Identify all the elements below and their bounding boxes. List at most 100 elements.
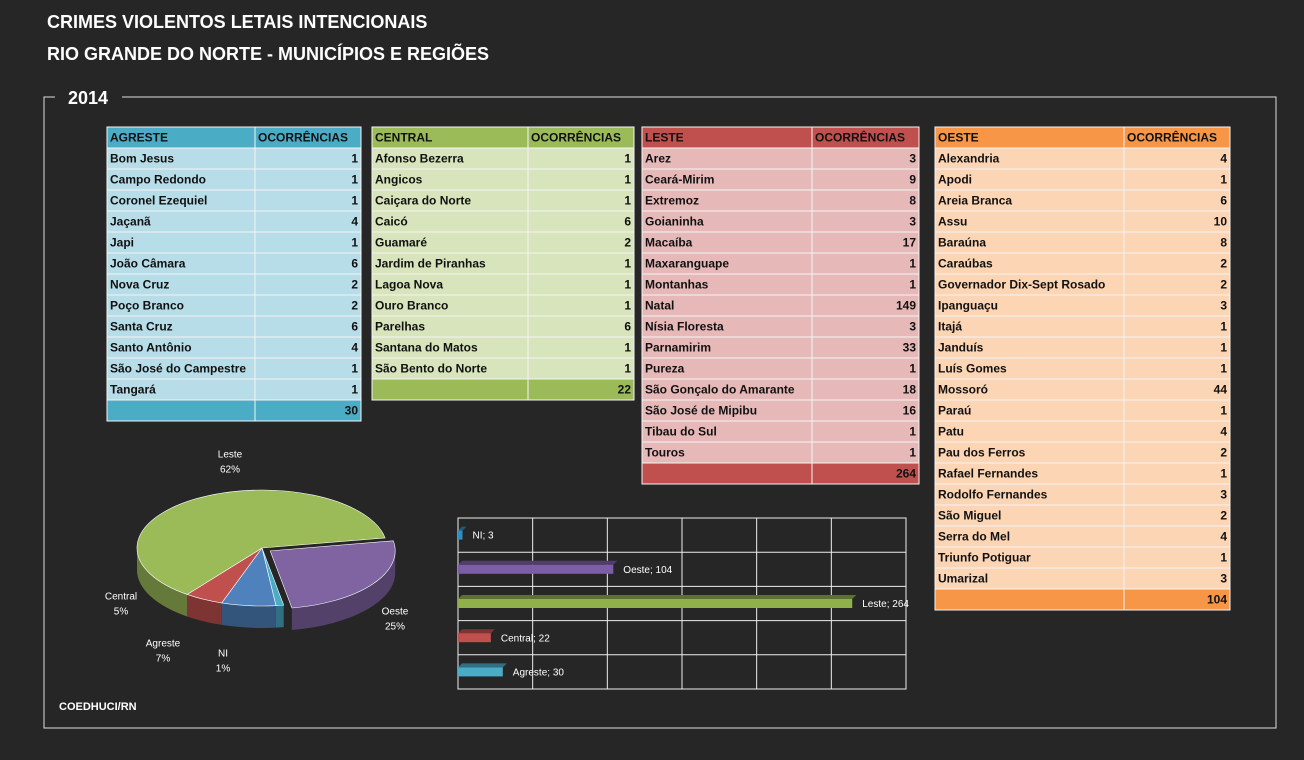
table-row-label: Caiçara do Norte bbox=[375, 194, 471, 208]
table-row-label: Lagoa Nova bbox=[375, 278, 443, 292]
table-row-cell bbox=[1123, 315, 1231, 338]
table-row-label: Macaíba bbox=[645, 236, 693, 250]
table-row-value: 1 bbox=[351, 236, 358, 250]
table-row-value: 8 bbox=[909, 194, 916, 208]
table-row-cell bbox=[811, 189, 920, 212]
header-value: OCORRÊNCIAS bbox=[1127, 130, 1217, 145]
table-row-value: 3 bbox=[909, 152, 916, 166]
table-row-label: Santana do Matos bbox=[375, 341, 478, 355]
table-row-cell bbox=[527, 231, 635, 254]
table-row-label: São Miguel bbox=[938, 509, 1001, 523]
table-row-cell bbox=[254, 168, 362, 191]
table-row-label: São José do Campestre bbox=[110, 362, 246, 376]
table-row-cell bbox=[254, 210, 362, 233]
table-row-cell bbox=[527, 168, 635, 191]
table-row-cell bbox=[1123, 504, 1231, 527]
table-row-cell bbox=[254, 294, 362, 317]
table-row-label: Caicó bbox=[375, 215, 408, 229]
table-row-label: Alexandria bbox=[938, 152, 1000, 166]
total-cell bbox=[641, 462, 813, 485]
frame bbox=[43, 96, 1277, 729]
pie-slice bbox=[136, 489, 386, 595]
bar-value-label: Oeste; 104 bbox=[623, 565, 672, 576]
table-row-cell bbox=[1123, 483, 1231, 506]
table-row-value: 2 bbox=[1220, 278, 1227, 292]
table-row-cell bbox=[1123, 525, 1231, 548]
table-row-label: Caraúbas bbox=[938, 257, 993, 271]
table-row-value: 1 bbox=[1220, 467, 1227, 481]
table-row-label: Parelhas bbox=[375, 320, 425, 334]
table-row-label: Santo Antônio bbox=[110, 341, 192, 355]
pie-slice-side bbox=[137, 548, 188, 617]
table-row-value: 1 bbox=[1220, 341, 1227, 355]
table-row-value: 1 bbox=[909, 425, 916, 439]
table-row-label: Triunfo Potiguar bbox=[938, 551, 1031, 565]
table-row-cell bbox=[1123, 147, 1231, 170]
table-row-value: 3 bbox=[1220, 299, 1227, 313]
bar-top bbox=[458, 595, 857, 599]
pie-slice-side bbox=[221, 602, 276, 628]
table-row-label: São José de Mipibu bbox=[645, 404, 757, 418]
table-row-label: Areia Branca bbox=[938, 194, 1012, 208]
table-row-cell bbox=[1123, 399, 1231, 422]
table-row-label: Campo Redondo bbox=[110, 173, 206, 187]
pie-slice-side bbox=[187, 594, 222, 625]
table-row-label: Assu bbox=[938, 215, 967, 229]
title-line: RIO GRANDE DO NORTE - MUNICÍPIOS E REGIÕ… bbox=[47, 43, 489, 64]
table-row-label: Luís Gomes bbox=[938, 362, 1007, 376]
table-row-value: 2 bbox=[1220, 509, 1227, 523]
table-row-value: 17 bbox=[903, 236, 917, 250]
pie-slice-side bbox=[291, 550, 396, 630]
header-label: CENTRAL bbox=[375, 131, 432, 145]
table-row-cell bbox=[254, 273, 362, 296]
table-row-value: 18 bbox=[903, 383, 917, 397]
table-row-label: Ipanguaçu bbox=[938, 299, 998, 313]
total-cell bbox=[106, 399, 256, 422]
table-row-label: Pureza bbox=[645, 362, 685, 376]
table-row-label: Patu bbox=[938, 425, 964, 439]
table-row-value: 1 bbox=[909, 278, 916, 292]
table-row-value: 1 bbox=[624, 299, 631, 313]
header-label: AGRESTE bbox=[110, 131, 168, 145]
table-row-value: 1 bbox=[909, 257, 916, 271]
table-row-label: Afonso Bezerra bbox=[375, 152, 464, 166]
header-value: OCORRÊNCIAS bbox=[815, 130, 905, 145]
table-row-cell bbox=[811, 147, 920, 170]
table-row-value: 1 bbox=[1220, 551, 1227, 565]
table-row-value: 1 bbox=[624, 362, 631, 376]
table-row-value: 1 bbox=[624, 278, 631, 292]
footer: COEDHUCI/RN bbox=[59, 701, 137, 713]
table-row-cell bbox=[811, 273, 920, 296]
table-row-value: 16 bbox=[903, 404, 917, 418]
pie-label-value: 25% bbox=[385, 622, 405, 633]
bar bbox=[458, 564, 614, 574]
table-row-label: Tibau do Sul bbox=[645, 425, 717, 439]
table-row-label: Apodi bbox=[938, 173, 972, 187]
table-row-cell bbox=[527, 273, 635, 296]
table-row-value: 1 bbox=[1220, 404, 1227, 418]
table-row-cell bbox=[527, 357, 635, 380]
table-row-value: 1 bbox=[1220, 320, 1227, 334]
header-label: LESTE bbox=[645, 131, 684, 145]
table-row-value: 1 bbox=[624, 341, 631, 355]
bar-top bbox=[458, 629, 495, 634]
table-row-label: Rafael Fernandes bbox=[938, 467, 1038, 481]
table-row-label: Japi bbox=[110, 236, 134, 250]
table-row-cell bbox=[527, 252, 635, 275]
table-row-cell bbox=[254, 147, 362, 170]
pie-label-name: Central bbox=[105, 592, 137, 603]
table-row-value: 149 bbox=[896, 299, 916, 313]
table-row-label: Bom Jesus bbox=[110, 152, 174, 166]
table-row-value: 6 bbox=[624, 320, 631, 334]
table-row-value: 4 bbox=[351, 341, 358, 355]
table-row-value: 4 bbox=[1220, 425, 1227, 439]
table-row-label: Jardim de Piranhas bbox=[375, 257, 486, 271]
table-row-label: Nísia Floresta bbox=[645, 320, 724, 334]
table-row-label: Coronel Ezequiel bbox=[110, 194, 207, 208]
table-row-value: 2 bbox=[1220, 446, 1227, 460]
table-row-value: 3 bbox=[909, 215, 916, 229]
table-row-value: 1 bbox=[351, 362, 358, 376]
table-row-value: 1 bbox=[1220, 362, 1227, 376]
total-value: 264 bbox=[896, 467, 916, 481]
table-row-cell bbox=[254, 231, 362, 254]
